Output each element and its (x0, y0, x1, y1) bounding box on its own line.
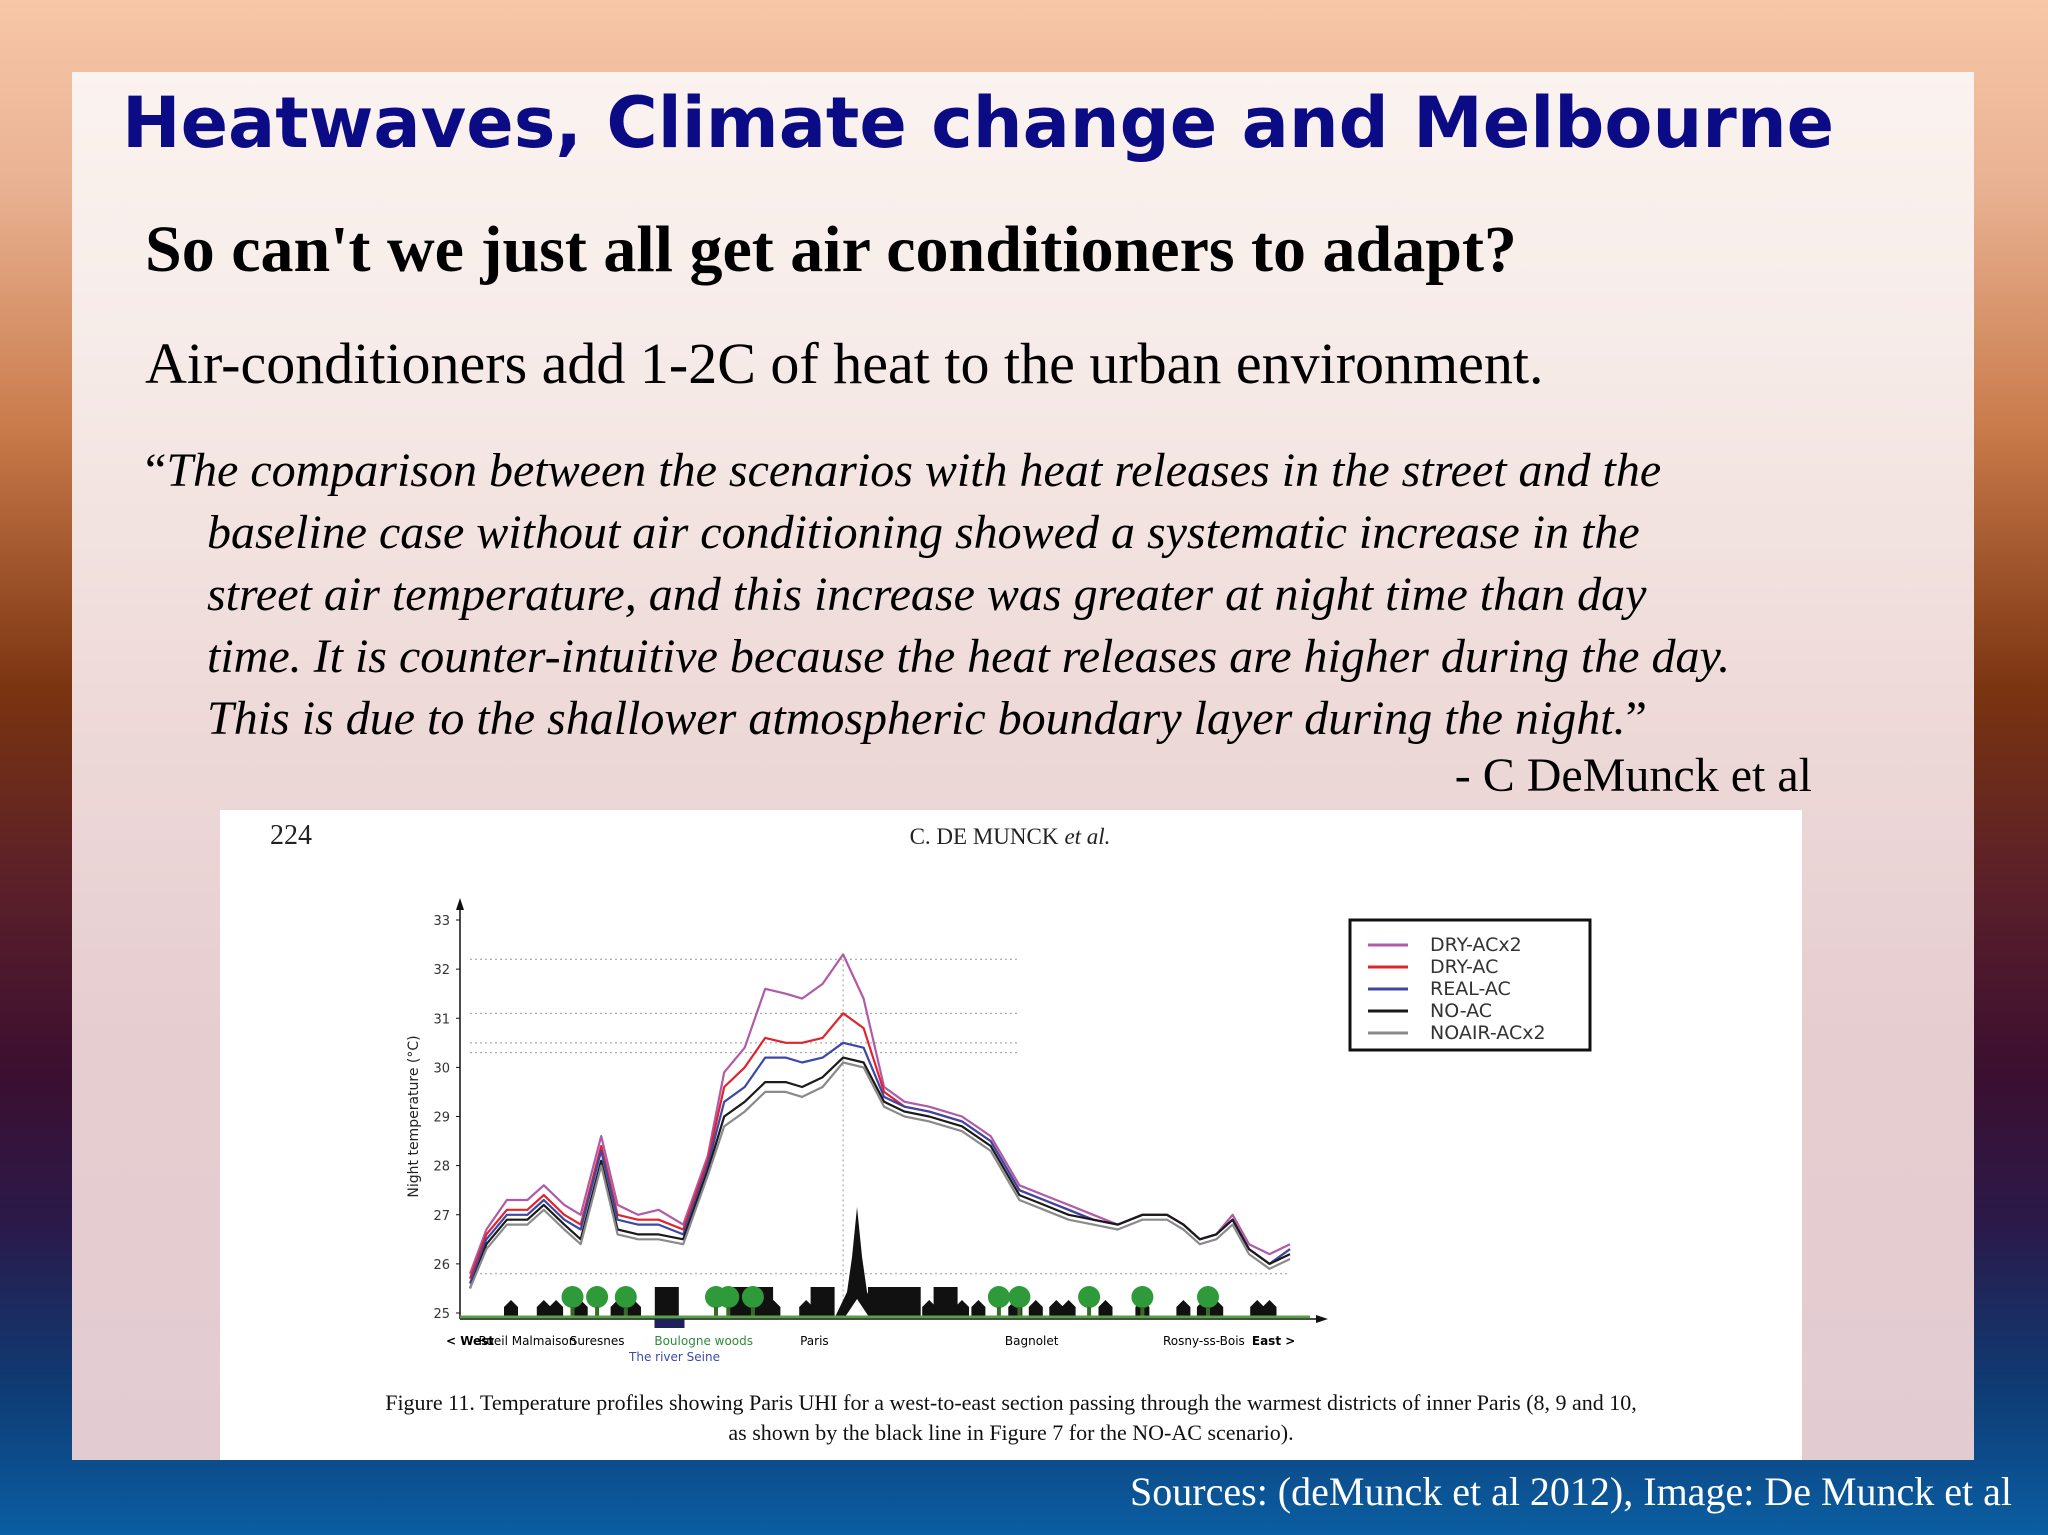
quote-attribution: - C DeMunck et al (1454, 749, 1812, 802)
tree-trunk-5 (750, 1307, 755, 1317)
tree-trunk-9 (1140, 1307, 1145, 1317)
tree-trunk-10 (1206, 1307, 1210, 1317)
place-label-6: Rosny-ss-Bois (1163, 1334, 1245, 1348)
house-icon-7 (799, 1300, 814, 1317)
tree-icon-7 (1008, 1286, 1031, 1308)
y-tick-label-25: 25 (433, 1307, 450, 1322)
y-tick-label-27: 27 (433, 1209, 450, 1224)
house-icon-14 (1049, 1300, 1064, 1317)
quote-close-mark: ” (1625, 692, 1647, 745)
y-axis-label: Night temperature (°C) (406, 1035, 422, 1197)
legend-box (1348, 918, 1592, 1052)
place-label-5: Bagnolet (1005, 1334, 1059, 1348)
quote-open-mark: “ (145, 444, 167, 497)
place-label-1: Rueil Malmaison (478, 1334, 576, 1348)
y-tick-label-31: 31 (433, 1012, 450, 1027)
river-marker (654, 1319, 685, 1328)
series-line-no-ac (468, 1056, 1291, 1289)
quote-line-4: time. It is counter-intuitive because th… (207, 630, 1731, 683)
y-tick-label-33: 33 (433, 914, 450, 929)
tree-icon-8 (1078, 1286, 1101, 1308)
house-icon-10 (955, 1300, 969, 1317)
y-tick-label-30: 30 (433, 1061, 450, 1076)
page-number: 224 (270, 820, 312, 851)
place-label-4: Paris (800, 1334, 829, 1348)
tree-trunk-1 (595, 1307, 600, 1317)
series-line-dry-acx2 (468, 953, 1291, 1275)
slide-title: Heatwaves, Climate change and Melbourne (122, 82, 1835, 164)
legend-label-0: DRY-ACx2 (1430, 934, 1522, 956)
y-axis-arrow (456, 898, 464, 910)
quote-line-3: street air temperature, and this increas… (207, 568, 1647, 621)
building-icon-8 (896, 1287, 921, 1317)
place-label-7: East > (1252, 1334, 1295, 1348)
house-icon-11 (971, 1300, 986, 1317)
house-icon-22 (1262, 1300, 1277, 1317)
house-icon-13 (1028, 1300, 1043, 1317)
quote-line-5: This is due to the shallower atmospheric… (207, 692, 1647, 745)
house-icon-21 (1250, 1300, 1265, 1317)
legend-label-4: NOAIR-ACx2 (1430, 1022, 1546, 1044)
tree-icon-2 (614, 1286, 637, 1308)
tree-trunk-4 (726, 1307, 731, 1317)
slide-subtitle: So can't we just all get air conditioner… (145, 213, 1517, 286)
house-icon-15 (1061, 1300, 1076, 1317)
tree-trunk-7 (1017, 1307, 1022, 1317)
tree-trunk-0 (570, 1307, 575, 1317)
y-tick-label-29: 29 (433, 1111, 450, 1126)
x-axis-arrow (1316, 1315, 1328, 1323)
tree-trunk-6 (996, 1307, 1001, 1317)
quote-line-2: baseline case without air conditioning s… (207, 506, 1640, 559)
y-tick-label-26: 26 (433, 1258, 450, 1273)
tree-icon-6 (987, 1286, 1010, 1308)
river-label: The river Seine (628, 1350, 720, 1364)
tree-trunk-2 (623, 1307, 628, 1317)
tree-icon-9 (1131, 1286, 1154, 1308)
legend-label-1: DRY-AC (1430, 956, 1498, 978)
house-icon-16 (1098, 1300, 1113, 1317)
house-icon-8 (922, 1300, 937, 1317)
tree-icon-4 (717, 1286, 740, 1308)
tree-icon-0 (561, 1286, 584, 1308)
tree-icon-1 (586, 1286, 609, 1308)
tree-icon-10 (1197, 1286, 1219, 1308)
building-icon-3 (810, 1287, 835, 1317)
building-icon-4 (933, 1287, 958, 1317)
quote-block: “The comparison between the scenarios wi… (145, 440, 1885, 750)
temperature-chart: 25 26 27 28 29 30 31 32 33 Night temperature (°C)… (406, 898, 1592, 1364)
figure-caption-line-1: Figure 11. Temperature profiles showing … (385, 1390, 1637, 1415)
y-tick-label-28: 28 (433, 1160, 450, 1175)
house-icon-2 (549, 1300, 564, 1317)
place-label-3: Boulogne woods (654, 1334, 753, 1348)
running-head: C. DE MUNCK et al. (910, 824, 1111, 849)
paper-figure: 224 C. DE MUNCK et al. 25 26 27 28 29 30 31 32 33… (220, 810, 1802, 1460)
series-line-noair-acx2 (468, 1061, 1291, 1289)
quote-line-1: “The comparison between the scenarios wi… (145, 444, 1662, 497)
building-icon-0 (654, 1287, 679, 1317)
house-icon-0 (504, 1300, 518, 1317)
house-icon-1 (536, 1300, 551, 1317)
tree-trunk-3 (714, 1307, 718, 1317)
place-label-2: Suresnes (570, 1334, 625, 1348)
eiffel-tower-icon (835, 1207, 880, 1317)
statement-text: Air-conditioners add 1-2C of heat to the… (145, 331, 1544, 396)
y-tick-label-32: 32 (433, 963, 450, 978)
legend-label-2: REAL-AC (1430, 978, 1511, 1000)
place-label-0: < West (446, 1334, 494, 1348)
figure-canvas: 224 C. DE MUNCK et al. 25 26 27 28 29 30 31 32 33… (270, 820, 1637, 1445)
tree-icon-5 (741, 1286, 764, 1308)
sources-footer: Sources: (deMunck et al 2012), Image: De… (1130, 1469, 2012, 1514)
tree-trunk-8 (1087, 1307, 1092, 1317)
figure-caption-line-2: as shown by the black line in Figure 7 f… (728, 1420, 1293, 1445)
house-icon-18 (1176, 1300, 1191, 1317)
legend-label-3: NO-AC (1430, 1000, 1492, 1022)
